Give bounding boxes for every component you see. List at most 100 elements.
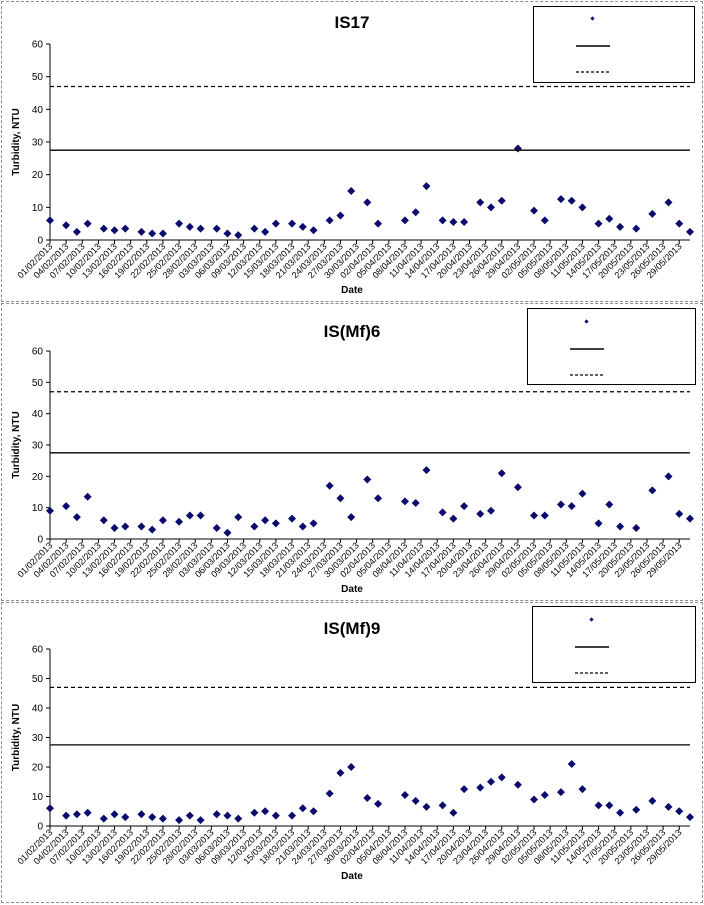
data-point <box>137 522 146 531</box>
y-tick-label: 10 <box>32 792 44 803</box>
y-tick-label: 30 <box>32 733 44 744</box>
data-point <box>223 528 232 537</box>
data-point <box>196 511 205 520</box>
data-point <box>648 486 657 495</box>
data-point <box>374 219 383 228</box>
data-point <box>605 801 614 810</box>
y-tick-label: 30 <box>32 441 44 452</box>
data-point <box>449 514 458 523</box>
data-point <box>578 785 587 794</box>
data-point <box>422 182 431 191</box>
data-point <box>632 805 641 814</box>
data-point <box>261 227 270 236</box>
data-point <box>487 777 496 786</box>
data-point <box>616 522 625 531</box>
data-point <box>460 785 469 794</box>
data-point <box>675 219 684 228</box>
data-point <box>422 802 431 811</box>
data-point <box>449 808 458 817</box>
y-tick-label: 40 <box>32 409 44 420</box>
data-point <box>556 195 565 204</box>
data-point <box>148 525 157 534</box>
chart-legend <box>533 6 695 83</box>
data-point <box>411 796 420 805</box>
data-point <box>605 500 614 509</box>
y-tick-label: 20 <box>32 763 44 774</box>
data-point <box>298 222 307 231</box>
data-point <box>632 524 641 533</box>
data-point <box>616 808 625 817</box>
chart-panel-ismf6: 0 10 20 30 40 50 60 01/02/2013 04/02/2013 07/02/2… <box>1 303 703 601</box>
data-point <box>309 226 318 235</box>
data-point <box>212 224 221 233</box>
data-point <box>250 522 259 531</box>
y-tick-label: 60 <box>32 645 44 656</box>
data-point <box>99 516 108 525</box>
data-point <box>664 802 673 811</box>
data-point <box>72 810 81 819</box>
data-point <box>72 513 81 522</box>
data-point <box>158 814 167 823</box>
data-point <box>309 519 318 528</box>
data-point <box>460 502 469 511</box>
y-tick-label: 50 <box>32 674 44 685</box>
data-point <box>664 472 673 481</box>
data-point <box>438 801 447 810</box>
data-point <box>148 229 157 238</box>
data-point <box>62 811 71 820</box>
data-point <box>336 211 345 220</box>
data-point <box>137 810 146 819</box>
data-point <box>438 508 447 517</box>
chart-title: IS(Mf)9 <box>323 619 381 638</box>
data-point <box>62 221 71 230</box>
y-tick-label: 60 <box>32 40 44 51</box>
y-tick-label: 50 <box>32 378 44 389</box>
data-point <box>158 229 167 238</box>
data-point <box>540 216 549 225</box>
data-point <box>121 224 130 233</box>
chart-legend <box>532 606 696 683</box>
data-point <box>363 793 372 802</box>
chart-title: IS(Mf)6 <box>323 322 381 341</box>
chart-plot: 010203040506001/02/201304/02/201307/02/2… <box>11 347 694 595</box>
data-point <box>664 198 673 207</box>
data-point <box>400 497 409 506</box>
data-point <box>271 219 280 228</box>
data-point <box>556 500 565 509</box>
chart-plot: 010203040506001/02/201304/02/201307/02/2… <box>11 40 694 296</box>
data-point <box>497 196 506 205</box>
y-tick-label: 30 <box>32 138 44 149</box>
data-point <box>62 502 71 511</box>
data-point <box>196 816 205 825</box>
data-point <box>374 799 383 808</box>
data-point <box>476 783 485 792</box>
data-point <box>325 481 334 490</box>
data-point <box>46 216 54 225</box>
y-tick-label: 10 <box>32 503 44 514</box>
data-point <box>374 494 383 503</box>
data-point <box>476 509 485 518</box>
data-point <box>185 811 194 820</box>
data-point <box>336 494 345 503</box>
chart-panel-ismf9: 0 10 20 30 40 50 60 01/02/2013 04/02/2013 07/02/2… <box>1 602 703 903</box>
data-point <box>234 231 243 240</box>
data-point <box>212 524 221 533</box>
data-point <box>686 813 694 822</box>
data-point <box>578 203 587 212</box>
data-point <box>449 218 458 227</box>
chart-legend <box>527 308 696 385</box>
y-tick-label: 40 <box>32 105 44 116</box>
data-point <box>476 198 485 207</box>
x-axis-label: Date <box>341 871 363 882</box>
data-point <box>578 489 587 498</box>
data-point <box>121 522 130 531</box>
data-point <box>185 222 194 231</box>
data-point <box>223 811 232 820</box>
data-point <box>460 218 469 227</box>
data-point <box>400 791 409 800</box>
data-point <box>325 789 334 798</box>
data-point <box>83 492 92 501</box>
data-point <box>487 506 496 515</box>
data-point <box>686 514 694 523</box>
data-point <box>438 216 447 225</box>
